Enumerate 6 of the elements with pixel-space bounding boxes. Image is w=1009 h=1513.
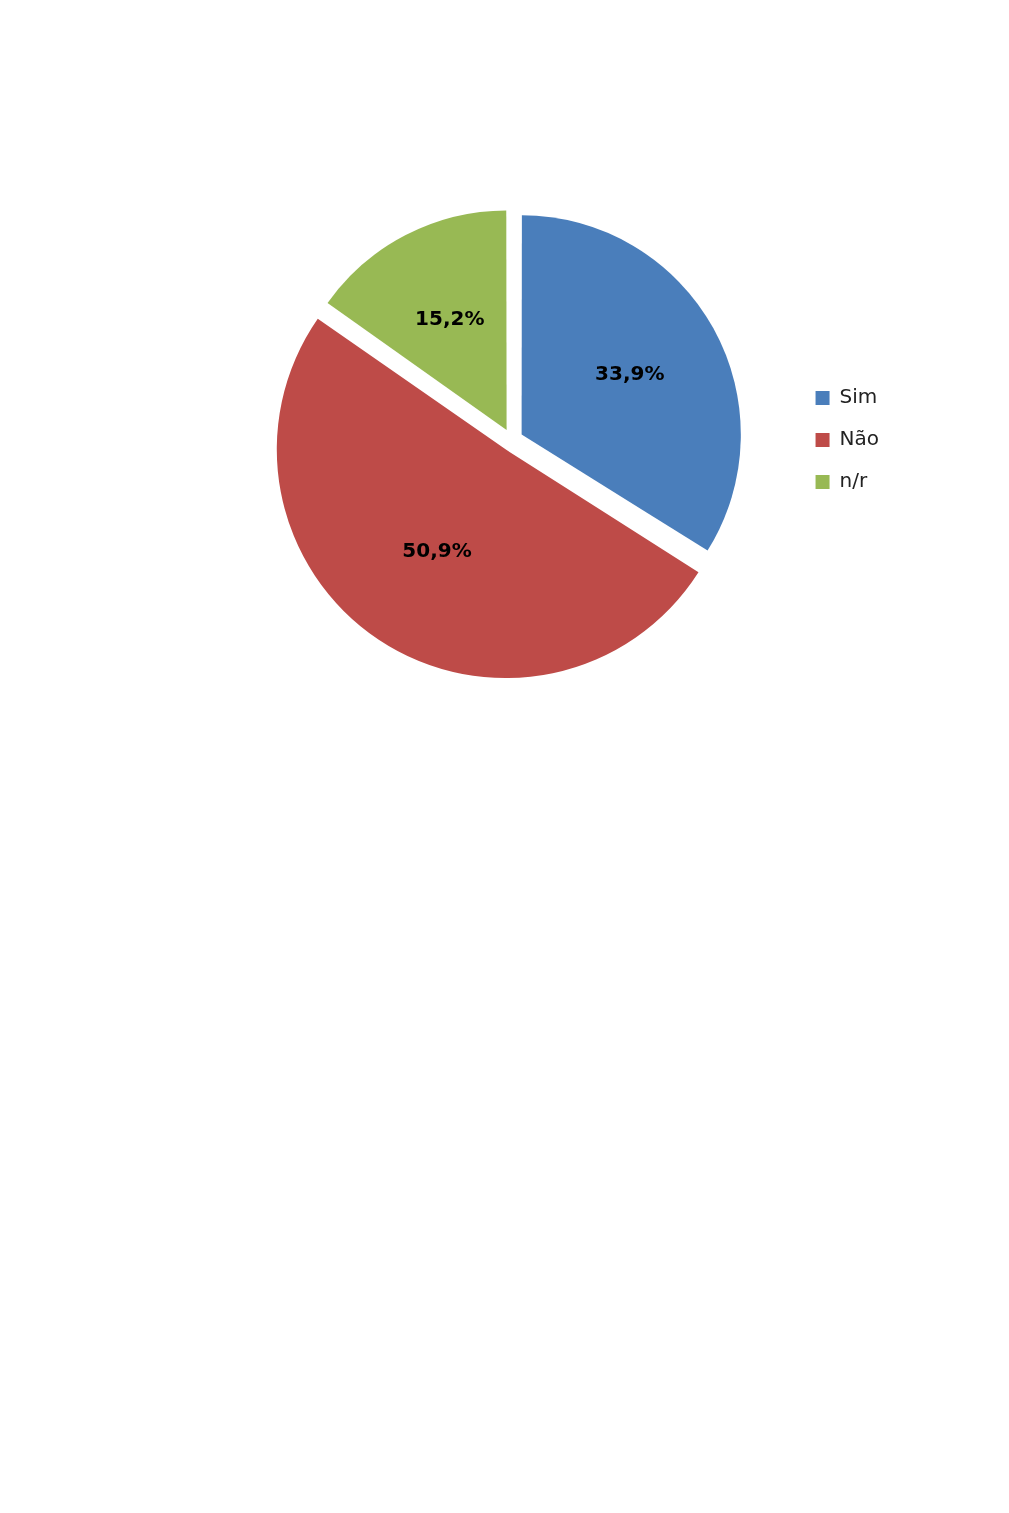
legend-label: Não [839,426,879,451]
data-label: 33,9% [595,360,665,385]
legend-label: Sim [839,384,878,409]
data-label: 15,2% [415,306,485,331]
legend-label: n/r [839,468,868,493]
data-label: 50,9% [402,538,472,563]
